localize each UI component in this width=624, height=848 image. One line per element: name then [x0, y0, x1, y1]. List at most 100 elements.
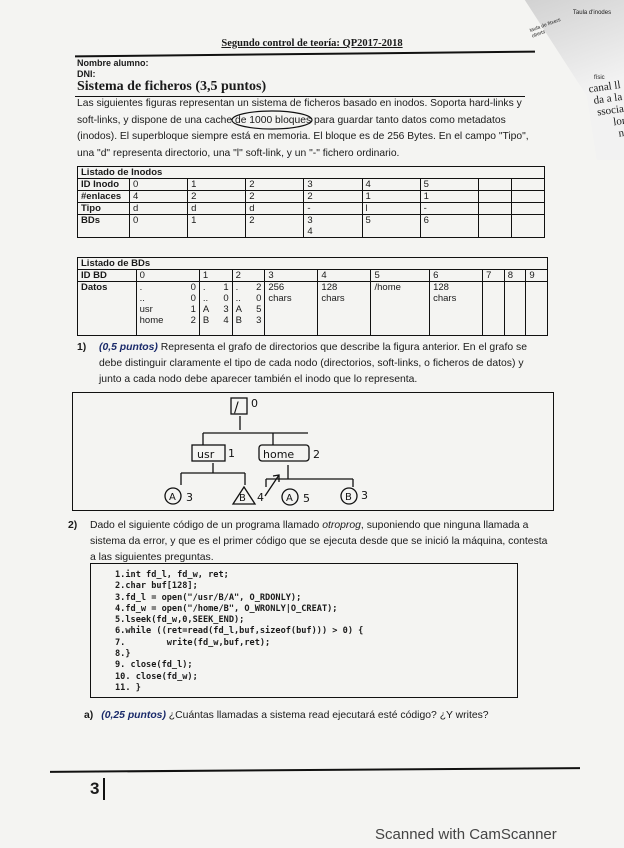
entry-name: . — [139, 282, 143, 293]
code-listing: 1.int fd_l, fd_w, ret; 2.char buf[128]; … — [115, 570, 364, 693]
leaf-inode: 3 — [361, 489, 368, 502]
title-rule — [75, 96, 525, 97]
bd-id-cell: 6 — [429, 269, 484, 282]
inode-cell: 3 4 — [303, 214, 363, 238]
root-node-box — [230, 397, 248, 415]
q2-number: 2) — [68, 520, 78, 531]
q1-points: (0,5 puntos) — [99, 342, 158, 353]
side-label: físic — [594, 75, 605, 81]
header-rule — [75, 50, 535, 58]
entry-name: A — [235, 304, 242, 315]
home-inode: 2 — [313, 448, 320, 461]
inode-cell: d — [245, 202, 305, 215]
dir-entry: .1 — [203, 282, 229, 293]
inode-cell: 4 — [361, 178, 421, 191]
inode-row-header: ID Inodo — [77, 178, 130, 191]
inode-row-header: Tipo — [77, 202, 130, 215]
inode-cell: 3 — [303, 178, 363, 191]
entry-name: . — [235, 282, 239, 293]
entry-inode: 0 — [190, 293, 196, 304]
bd-id-cell: 4 — [317, 269, 372, 282]
q1-number: 1) — [77, 342, 87, 353]
entry-inode: 2 — [256, 282, 262, 293]
entry-name: .. — [235, 293, 241, 304]
dir-entry: .. 0 — [236, 293, 262, 304]
inodes-table-title: Listado de Inodos — [77, 166, 545, 179]
entry-name: home — [139, 315, 164, 326]
inodes-table-row: Tipo d d d - l - — [77, 202, 546, 215]
inode-row-header: BDs — [77, 214, 130, 238]
bd-data-cell: 128 chars — [317, 281, 372, 336]
leaf-B-node — [340, 487, 358, 505]
entry-inode: 4 — [223, 315, 229, 326]
dir-entry: usr 1 — [140, 304, 196, 315]
page-number: 3 — [90, 779, 100, 798]
leaf-inode: 4 — [257, 491, 264, 504]
usr-node-box — [191, 444, 226, 462]
inode-cell: d — [128, 202, 189, 215]
inode-cell: d — [187, 202, 247, 215]
bd-id-cell: 7 — [482, 269, 505, 282]
bd-id-cell: 3 — [264, 269, 319, 282]
bd-id-cell: 8 — [503, 269, 527, 282]
entry-inode: 3 — [223, 304, 229, 315]
entry-inode: 1 — [223, 282, 229, 293]
section-title: Sistema de ficheros (3,5 puntos) — [77, 79, 267, 94]
entry-name: B — [202, 315, 210, 326]
inode-cell: 6 — [419, 214, 479, 238]
inode-row-header: #enlaces — [77, 190, 130, 203]
leaf-name: B — [239, 493, 246, 504]
inode-cell: 2 — [187, 190, 247, 203]
inodes-table: Listado de Inodos ID Inodo 0 1 2 3 4 5 #enlaces… — [77, 166, 546, 238]
inode-cell: 1 — [361, 190, 421, 203]
inode-cell — [510, 190, 546, 203]
qa-label: a) — [84, 710, 94, 721]
root-inode: 0 — [251, 397, 258, 410]
bd-empty-cell — [525, 281, 548, 336]
inode-cell: 2 — [303, 190, 363, 203]
leaf-name: A — [169, 492, 176, 503]
dir-entry: home 2 — [140, 315, 196, 326]
q2-text: , suponiendo que ninguna llamada a siste… — [90, 520, 548, 563]
handwritten-directory-graph: / 0 usr 1 home 2 A 3 B 4 A 5 B 3 — [164, 397, 368, 506]
entry-name: A — [202, 304, 210, 315]
question-1: 1) (0,5 puntos) Representa el grafo de di… — [77, 340, 547, 388]
leaf-inode: 3 — [186, 491, 193, 504]
bds-table-title: Listado de BDs — [77, 257, 548, 270]
inode-cell: - — [303, 202, 363, 215]
leaf-B-softlink-triangle — [231, 485, 257, 505]
entry-inode: 0 — [256, 293, 262, 304]
question-2: 2) Dado el siguiente código de un program… — [68, 518, 550, 566]
home-node-box — [258, 444, 310, 462]
inode-cell: 1 — [419, 190, 479, 203]
bds-table: Listado de BDs ID BD 0 1 2 3 4 5 6 7 8 9 Datos. 0..… — [77, 257, 548, 336]
bd-id-cell: 5 — [370, 269, 431, 282]
leaf-name: B — [345, 492, 352, 503]
code-box: 1.int fd_l, fd_w, ret; 2.char buf[128]; … — [90, 563, 518, 698]
inode-cell — [477, 190, 512, 203]
bd-data-cell: 256 chars — [264, 281, 319, 336]
side-page-text: canal ll da a la ssocia lor nt — [574, 79, 624, 145]
inode-cell — [477, 214, 512, 238]
entry-inode: 2 — [190, 315, 196, 326]
intro-line: soft-links, y dispone de una cache de 10… — [77, 114, 506, 126]
inode-cell — [510, 214, 546, 238]
leaf-A-node — [164, 487, 182, 505]
qa-text: ¿Cuántas llamadas a sistema read ejecuta… — [165, 710, 489, 721]
inode-cell — [510, 178, 546, 191]
inode-cell: 4 — [128, 190, 189, 203]
intro-line: Las siguientes figuras representan un si… — [77, 98, 522, 109]
usr-inode: 1 — [228, 447, 235, 460]
dir-entry: .. 0 — [203, 293, 229, 304]
entry-inode: 0 — [223, 293, 229, 304]
inode-cell: 2 — [245, 178, 305, 191]
q2-text: Dado el siguiente código de un programa … — [90, 520, 323, 531]
dir-entry: .. 0 — [140, 293, 196, 304]
bd-id-cell: 1 — [198, 269, 233, 282]
bd-id-cell: 2 — [231, 269, 266, 282]
inode-cell: 0 — [128, 178, 189, 191]
bd-id-cell: 9 — [525, 269, 548, 282]
